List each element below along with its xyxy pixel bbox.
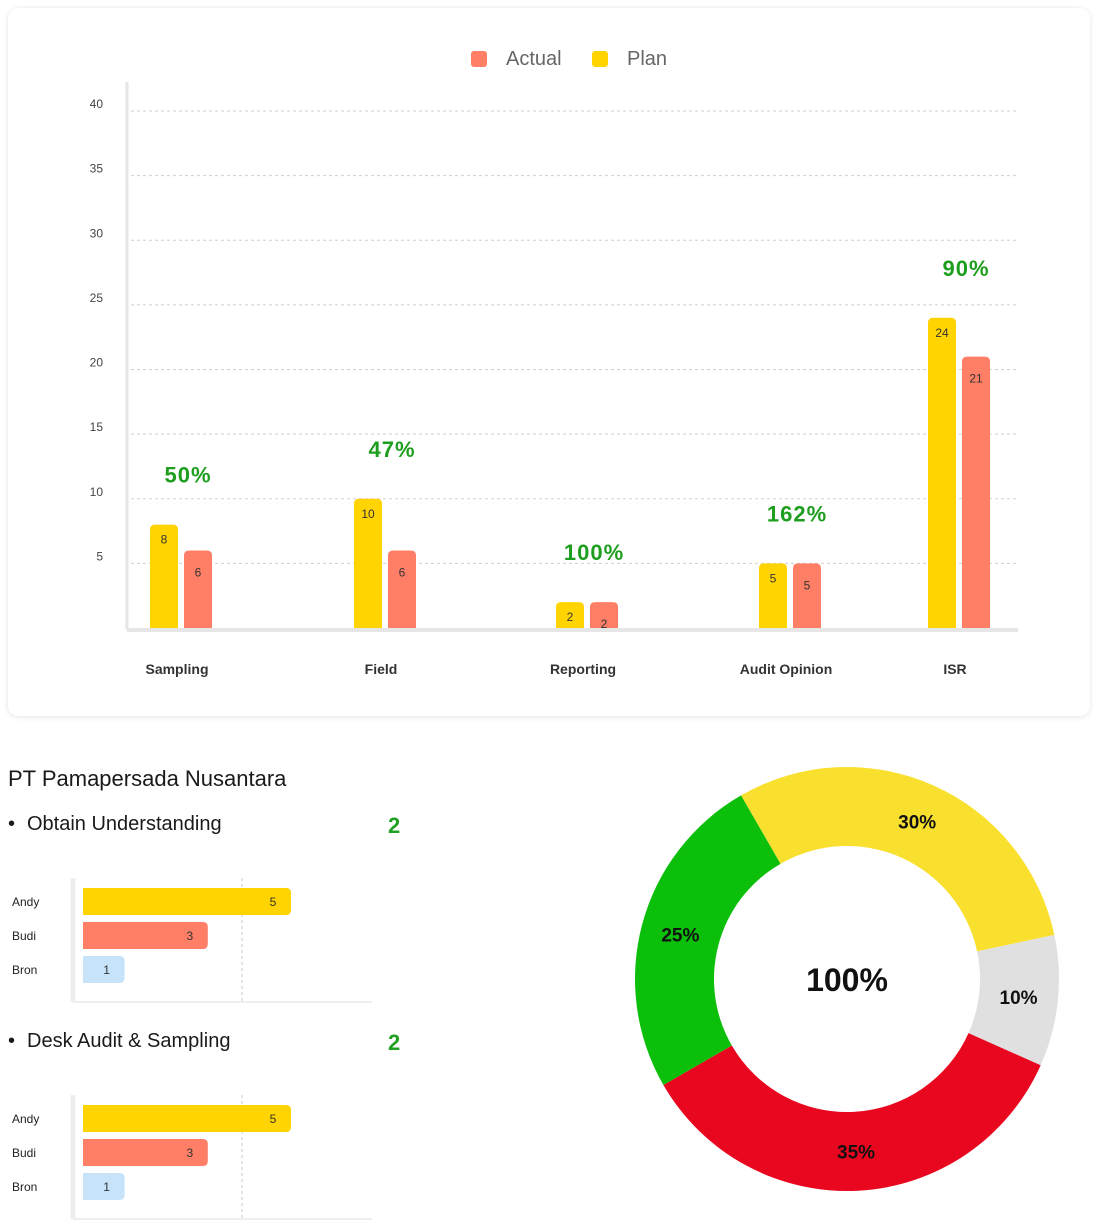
- y-category-label: Andy: [12, 895, 39, 909]
- bar-plan-audit-opinion: [759, 563, 787, 628]
- x-category-label: Audit Opinion: [740, 661, 833, 677]
- bar-value-label: 5: [804, 578, 811, 592]
- legend-label-actual: Actual: [506, 48, 562, 70]
- y-tick-label: 40: [90, 97, 104, 111]
- bar-value-label: 2: [567, 610, 574, 624]
- bar-andy: [83, 1105, 291, 1132]
- section-count: 2: [388, 813, 401, 838]
- bar-actual-audit-opinion: [793, 563, 821, 628]
- y-tick-label: 10: [90, 485, 104, 499]
- donut-center-label: 100%: [806, 962, 888, 998]
- bar-value-label: 2: [601, 617, 608, 631]
- y-category-label: Bron: [12, 1180, 37, 1194]
- x-category-label: Sampling: [145, 661, 208, 677]
- progress-donut-chart: 30% 10% 35% 25% 100%: [635, 767, 1059, 1191]
- bar-value-label: 8: [161, 533, 168, 547]
- y-category-label: Budi: [12, 1146, 36, 1160]
- section-bullet: •: [8, 813, 16, 835]
- x-category-label: Field: [365, 661, 398, 677]
- bar-bron: [83, 1173, 125, 1200]
- bar-andy: [83, 888, 291, 915]
- donut-slice-30: [741, 767, 1055, 952]
- bar-value-label: 1: [103, 1180, 110, 1194]
- section-desk-audit-sampling: • Desk Audit & Sampling 2: [8, 1030, 408, 1058]
- bar-plan-isr: [928, 317, 956, 628]
- bar-value-label: 5: [770, 571, 777, 585]
- obtain-understanding-bar-chart: Andy 5 Budi 3 Bron 1: [12, 878, 372, 1003]
- section-obtain-understanding: • Obtain Understanding 2: [8, 813, 408, 841]
- section-label: Obtain Understanding: [27, 813, 222, 835]
- bar-value-label: 3: [186, 1146, 193, 1160]
- plan-actual-bar-chart: Actual Plan5101520253035408650%Sampling10…: [90, 48, 1018, 677]
- bar-value-label: 24: [935, 326, 949, 340]
- bar-budi: [83, 922, 208, 949]
- donut-slice-label: 10%: [1000, 988, 1038, 1009]
- y-tick-label: 20: [90, 356, 104, 370]
- x-category-label: Reporting: [550, 661, 616, 677]
- y-tick-label: 15: [90, 420, 104, 434]
- chart-card: Actual Plan 5 10 15 20 25 30 35 40 8 6 50% Sampling 10…: [8, 8, 1090, 716]
- donut-slice-label: 25%: [661, 925, 699, 946]
- x-category-label: ISR: [943, 661, 966, 677]
- y-category-label: Bron: [12, 963, 37, 977]
- desk-audit-sampling-bar-chart: Andy 5 Budi 3 Bron 1: [12, 1095, 372, 1220]
- legend-swatch-plan: [592, 51, 608, 67]
- bar-bron: [83, 956, 125, 983]
- y-tick-label: 35: [90, 162, 104, 176]
- section-bullet: •: [8, 1030, 16, 1052]
- bar-value-label: 6: [195, 565, 202, 579]
- bar-plan-reporting: [556, 602, 584, 628]
- section-count: 2: [388, 1030, 401, 1055]
- bar-value-label: 6: [399, 565, 406, 579]
- bar-actual-field: [388, 550, 416, 628]
- achievement-percent-label: 162%: [767, 501, 827, 526]
- legend-label-plan: Plan: [627, 48, 667, 70]
- donut-slice-label: 35%: [837, 1142, 875, 1163]
- y-tick-label: 5: [96, 549, 103, 563]
- bar-value-label: 3: [186, 929, 193, 943]
- bar-value-label: 21: [969, 372, 983, 386]
- company-title: PT Pamapersada Nusantara: [8, 766, 287, 791]
- achievement-percent-label: 90%: [942, 256, 989, 281]
- bar-actual-sampling: [184, 550, 212, 628]
- donut-slice-25: [635, 795, 781, 1085]
- achievement-percent-label: 100%: [564, 540, 624, 565]
- donut-slice-10: [968, 934, 1059, 1066]
- y-category-label: Budi: [12, 929, 36, 943]
- bar-budi: [83, 1139, 208, 1166]
- achievement-percent-label: 47%: [368, 437, 415, 462]
- bar-value-label: 10: [361, 507, 375, 521]
- y-tick-label: 25: [90, 291, 104, 305]
- bar-value-label: 1: [103, 963, 110, 977]
- bar-value-label: 5: [270, 895, 277, 909]
- achievement-percent-label: 50%: [164, 463, 211, 488]
- bar-value-label: 5: [270, 1112, 277, 1126]
- donut-slice-label: 30%: [898, 812, 936, 833]
- bar-plan-field: [354, 498, 382, 628]
- bar-actual-reporting: [590, 602, 618, 628]
- legend-swatch-actual: [471, 51, 487, 67]
- bar-actual-isr: [962, 356, 990, 628]
- bar-plan-sampling: [150, 524, 178, 628]
- y-tick-label: 30: [90, 226, 104, 240]
- y-category-label: Andy: [12, 1112, 39, 1126]
- donut-slice-35: [663, 1033, 1041, 1191]
- section-label: Desk Audit & Sampling: [27, 1030, 231, 1052]
